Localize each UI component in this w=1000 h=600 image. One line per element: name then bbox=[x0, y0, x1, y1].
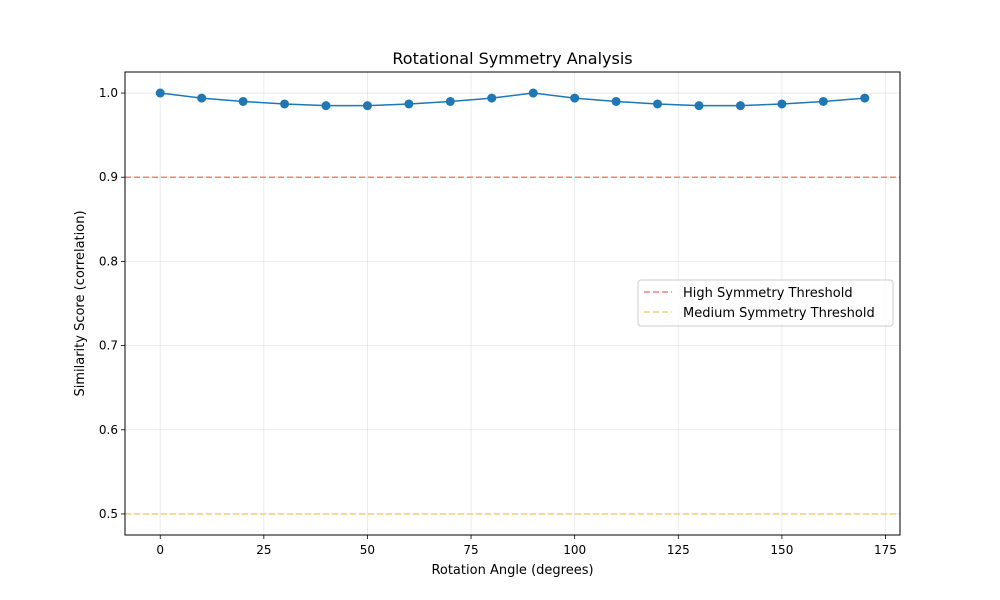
x-tick-label: 50 bbox=[360, 543, 375, 557]
data-point bbox=[528, 88, 538, 98]
legend: High Symmetry Threshold Medium Symmetry … bbox=[637, 279, 894, 327]
y-axis-ticks: 0.5 0.6 0.7 0.8 0.9 1.0 bbox=[99, 86, 125, 521]
reference-lines bbox=[125, 176, 900, 515]
x-tick-label: 125 bbox=[667, 543, 690, 557]
data-point bbox=[321, 101, 331, 111]
x-axis-ticks: 0 25 50 75 100 125 150 175 bbox=[156, 535, 897, 557]
chart-title: Rotational Symmetry Analysis bbox=[392, 49, 632, 68]
data-point bbox=[155, 88, 165, 98]
data-point bbox=[238, 96, 248, 106]
x-tick-label: 75 bbox=[463, 543, 478, 557]
data-point bbox=[197, 93, 207, 103]
data-point bbox=[570, 93, 580, 103]
data-point bbox=[611, 96, 621, 106]
y-tick-label: 0.6 bbox=[99, 423, 118, 437]
x-tick-label: 150 bbox=[770, 543, 793, 557]
series-layer bbox=[155, 88, 870, 111]
data-point bbox=[860, 93, 870, 103]
similarity-series-line bbox=[160, 92, 865, 107]
y-axis-label: Similarity Score (correlation) bbox=[73, 210, 88, 396]
y-tick-label: 0.9 bbox=[99, 170, 118, 184]
legend-label-medium: Medium Symmetry Threshold bbox=[683, 306, 875, 321]
data-point bbox=[362, 101, 372, 111]
x-tick-label: 100 bbox=[563, 543, 586, 557]
x-tick-label: 25 bbox=[256, 543, 271, 557]
data-point bbox=[653, 99, 663, 109]
data-point bbox=[777, 99, 787, 109]
x-axis-label: Rotation Angle (degrees) bbox=[431, 563, 593, 578]
data-point bbox=[694, 101, 704, 111]
y-tick-label: 0.5 bbox=[99, 507, 118, 521]
x-tick-label: 175 bbox=[874, 543, 897, 557]
legend-label-high: High Symmetry Threshold bbox=[683, 286, 853, 301]
x-tick-label: 0 bbox=[156, 543, 164, 557]
y-tick-label: 0.7 bbox=[99, 339, 118, 353]
data-point bbox=[280, 99, 290, 109]
y-tick-label: 0.8 bbox=[99, 254, 118, 268]
data-point bbox=[818, 96, 828, 106]
plot-frame bbox=[124, 71, 901, 536]
data-point bbox=[404, 99, 414, 109]
data-point bbox=[445, 96, 455, 106]
data-point bbox=[487, 93, 497, 103]
legend-box bbox=[637, 279, 894, 327]
data-point bbox=[735, 101, 745, 111]
y-tick-label: 1.0 bbox=[99, 86, 118, 100]
